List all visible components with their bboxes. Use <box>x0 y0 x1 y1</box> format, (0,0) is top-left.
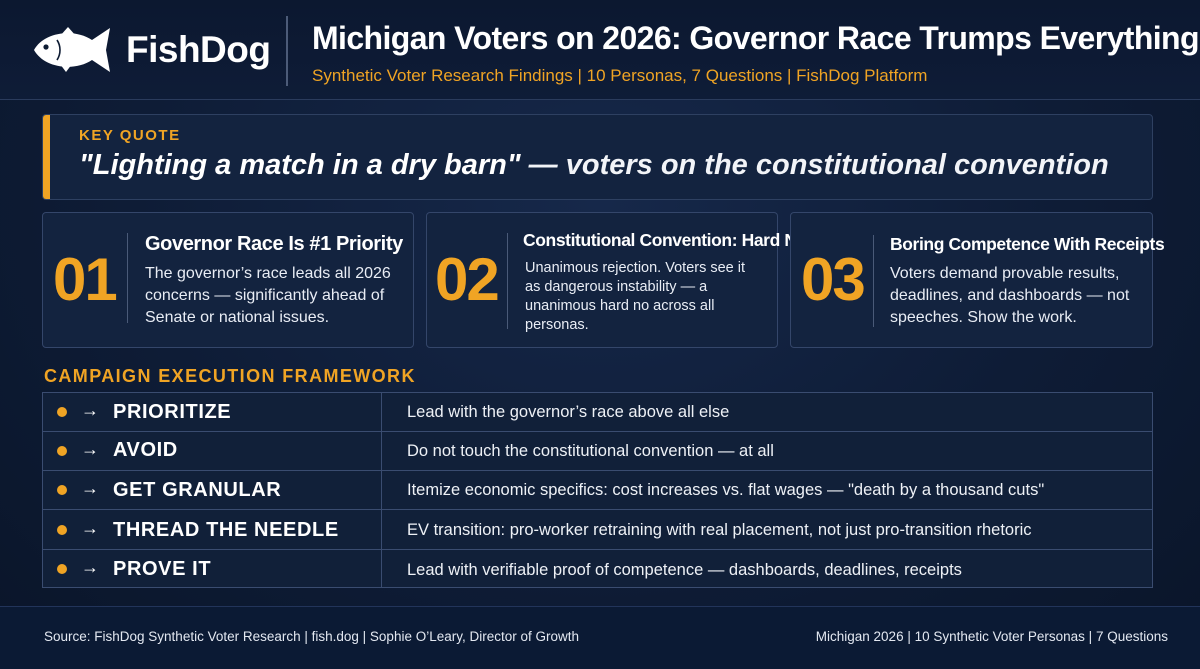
key-quote-panel: KEY QUOTE "Lighting a match in a dry bar… <box>42 114 1153 200</box>
bullet-dot <box>57 564 67 574</box>
arrow-icon: → <box>81 478 99 498</box>
quote-attribution: — voters on the constitutional conventio… <box>520 149 1109 181</box>
arrow-icon: → <box>81 439 99 459</box>
bullet-dot <box>57 446 67 456</box>
framework-description: Lead with the governor’s race above all … <box>407 403 730 421</box>
key-quote-label: KEY QUOTE <box>79 127 181 144</box>
table-row: → PROVE IT Lead with verifiable proof of… <box>43 549 1152 589</box>
quote-main: "Lighting a match in a dry barn" <box>79 149 521 181</box>
logo: FishDog <box>30 24 271 76</box>
arrow-icon: → <box>81 557 99 577</box>
quote-accent-bar <box>43 115 50 199</box>
card-body: Unanimous rejection. Voters see it as da… <box>525 260 746 333</box>
footer-meta: Michigan 2026 | 10 Synthetic Voter Perso… <box>815 629 1168 644</box>
header-divider <box>286 16 288 86</box>
framework-description: Itemize economic specifics: cost increas… <box>407 481 1045 499</box>
framework-description: EV transition: pro-worker retraining wit… <box>407 521 1032 539</box>
finding-card-2: 02 Constitutional Convention: Hard No Un… <box>426 212 807 348</box>
brand-name: FishDog <box>126 29 271 70</box>
fish-icon <box>34 27 110 72</box>
framework-column-divider <box>381 393 382 587</box>
framework-action: GET GRANULAR <box>113 479 282 501</box>
framework-action: THREAD THE NEEDLE <box>113 519 339 541</box>
table-row: → GET GRANULAR Itemize economic specific… <box>43 470 1152 509</box>
footer-source: Source: FishDog Synthetic Voter Research… <box>44 629 580 644</box>
arrow-icon: → <box>81 518 99 538</box>
finding-card-3: 03 Boring Competence With Receipts Voter… <box>790 212 1165 348</box>
framework-description: Do not touch the constitutional conventi… <box>407 442 774 460</box>
footer: Source: FishDog Synthetic Voter Research… <box>0 606 1200 669</box>
framework-table: → PRIORITIZE Lead with the governor’s ra… <box>42 392 1153 588</box>
table-row: → PRIORITIZE Lead with the governor’s ra… <box>43 393 1152 431</box>
arrow-icon: → <box>81 400 99 420</box>
bullet-dot <box>57 407 67 417</box>
bullet-dot <box>57 485 67 495</box>
card-title: Boring Competence With Receipts <box>890 234 1165 254</box>
framework-description: Lead with verifiable proof of competence… <box>407 561 962 579</box>
card-title: Governor Race Is #1 Priority <box>145 233 403 255</box>
card-title: Constitutional Convention: Hard No <box>523 230 807 250</box>
card-divider <box>507 233 508 329</box>
card-number: 02 <box>435 246 500 313</box>
card-divider <box>127 233 128 323</box>
card-number: 03 <box>801 246 866 313</box>
page-subtitle: Synthetic Voter Research Findings | 10 P… <box>312 66 928 85</box>
table-row: → AVOID Do not touch the constitutional … <box>43 431 1152 470</box>
card-divider <box>873 235 874 327</box>
framework-action: PROVE IT <box>113 558 212 580</box>
page-title: Michigan Voters on 2026: Governor Race T… <box>312 20 1200 56</box>
bullet-dot <box>57 525 67 535</box>
card-body: The governor’s race leads all 2026 conce… <box>145 265 391 326</box>
card-body: Voters demand provable results, deadline… <box>890 265 1130 326</box>
table-row: → THREAD THE NEEDLE EV transition: pro-w… <box>43 509 1152 549</box>
framework-action: PRIORITIZE <box>113 401 232 423</box>
finding-card-1: 01 Governor Race Is #1 Priority The gove… <box>42 212 414 348</box>
key-quote-text: "Lighting a match in a dry barn" — voter… <box>79 149 1109 182</box>
framework-heading: CAMPAIGN EXECUTION FRAMEWORK <box>44 366 416 386</box>
card-number: 01 <box>53 246 118 313</box>
header: FishDog Michigan Voters on 2026: Governo… <box>0 0 1200 100</box>
framework-action: AVOID <box>113 439 178 461</box>
